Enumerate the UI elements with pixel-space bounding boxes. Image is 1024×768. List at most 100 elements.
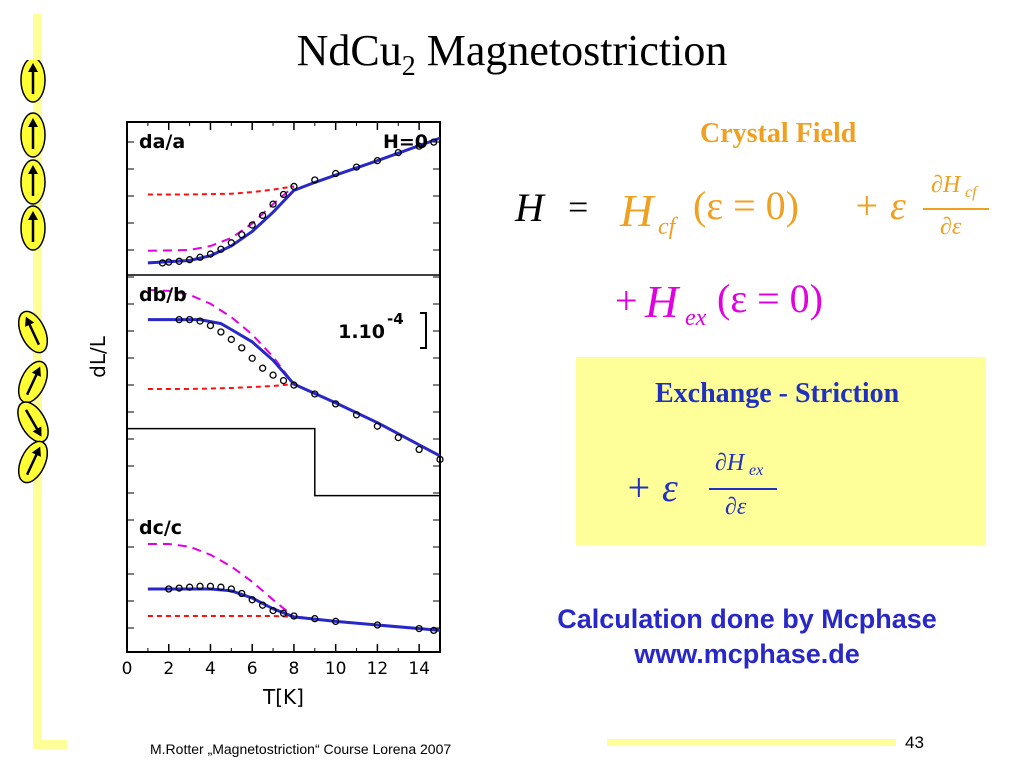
ex-plus-eps: + ε <box>625 465 678 510</box>
measured-data-point <box>430 138 438 146</box>
measured-data-point <box>217 583 225 591</box>
calculation-note: Calculation done by Mcphase www.mcphase.… <box>497 602 997 672</box>
measured-data-point <box>227 585 235 593</box>
measured-data-point <box>436 455 444 464</box>
measured-data-point <box>290 381 298 389</box>
measured-data-point <box>206 250 215 258</box>
spin-arrow-icon <box>20 112 46 158</box>
measured-data-point <box>269 200 277 208</box>
calculated-total-curve <box>147 318 441 458</box>
x-tick-label: 14 <box>408 659 430 679</box>
measured-data-point <box>352 163 361 171</box>
measured-data-point <box>196 317 204 325</box>
measured-data-point <box>175 315 183 324</box>
measured-data-point <box>196 253 204 261</box>
panel-step-line <box>127 427 440 497</box>
x-axis-label: T[K] <box>262 685 304 709</box>
x-tick-label: 6 <box>247 659 258 679</box>
x-tick-label: 4 <box>205 659 216 679</box>
measured-data-point <box>206 321 215 330</box>
panel-label: dc/c <box>139 517 182 539</box>
crystal-field-curve <box>147 383 294 390</box>
exchange-striction-label: Exchange - Striction <box>655 378 900 409</box>
measured-data-point <box>311 390 319 398</box>
measured-data-point <box>196 582 204 590</box>
spin-arrow-icon <box>17 310 49 354</box>
measured-data-point <box>373 621 382 629</box>
scale-bar-exponent: -4 <box>387 310 404 328</box>
measured-data-point <box>269 606 277 615</box>
fraction-bar <box>923 208 989 210</box>
measured-data-point <box>238 231 246 239</box>
measured-data-point <box>311 615 319 623</box>
measured-data-point <box>279 376 288 385</box>
measured-data-point <box>394 148 402 157</box>
measured-data-point <box>258 364 267 372</box>
panel-label: da/a <box>139 131 185 153</box>
chart-frame <box>126 121 441 653</box>
crystal-field-curve <box>147 185 295 196</box>
measured-data-point <box>238 344 246 352</box>
spin-arrow-icon <box>17 401 49 443</box>
ex-num: ∂H <box>715 450 745 476</box>
equation-dhcf-den: ∂ε <box>940 214 962 240</box>
measured-data-point <box>175 257 183 265</box>
measured-data-point <box>175 584 183 592</box>
measured-data-point <box>311 176 319 184</box>
measured-data-point <box>269 371 277 379</box>
hamiltonian-equation: H = H cf (ε = 0) + ε ∂H cf ∂ε <box>515 172 1015 250</box>
spin-arrow-icon <box>20 205 46 251</box>
equation-arg: (ε = 0) <box>693 183 799 228</box>
panel-label: db/b <box>139 284 187 306</box>
measured-data-point <box>332 169 340 178</box>
decorative-bottom-right-bar <box>607 739 896 746</box>
measured-data-point <box>394 433 402 442</box>
footer-credit: M.Rotter „Magnetostriction“ Course Loren… <box>150 741 452 757</box>
measured-data-point <box>227 335 235 344</box>
ex-fraction-bar <box>709 488 777 490</box>
measured-data-point <box>279 609 288 617</box>
equation-hcf-sub: cf <box>658 214 676 240</box>
scale-bar-label: 1.10 <box>338 321 385 343</box>
ex-num-sub: ex <box>749 462 764 479</box>
measured-data-point <box>290 612 298 620</box>
equation-plus: + <box>615 278 638 323</box>
measured-data-point <box>206 582 215 590</box>
measured-data-point <box>373 422 382 430</box>
calculation-link[interactable]: www.mcphase.de <box>634 639 860 669</box>
calculated-total-curve <box>147 136 441 265</box>
measured-data-point <box>248 354 256 362</box>
exchange-curve <box>147 185 295 252</box>
measured-data-point <box>279 190 288 199</box>
measured-data-point <box>290 182 298 191</box>
page-number: 43 <box>905 733 924 752</box>
y-axis-label: dL/L <box>86 335 110 378</box>
measured-data-point <box>430 626 438 635</box>
measured-data-point <box>185 315 194 324</box>
measured-data-point <box>415 445 423 454</box>
equation-equals: = <box>568 187 589 227</box>
measured-data-point <box>415 142 423 150</box>
measured-data-point <box>373 157 382 165</box>
equation-hcf: H <box>620 185 654 236</box>
spin-arrow-icon <box>17 440 49 484</box>
equation-H: H <box>515 185 544 230</box>
calculation-line-1: Calculation done by Mcphase <box>557 604 937 634</box>
x-tick-label: 2 <box>163 659 174 679</box>
measured-data-point <box>227 239 235 247</box>
x-tick-label: 0 <box>122 659 133 679</box>
measured-data-point <box>352 411 361 419</box>
measured-data-point <box>248 221 256 229</box>
spin-arrow-icon <box>20 60 46 103</box>
spin-arrow-icon <box>20 159 46 205</box>
measured-data-point <box>165 585 173 593</box>
magnetostriction-chart: 0 2 4 6 8 10 12 14 T[K] dL/L da/a H=0 db/b dc/c 1.10-4 <box>86 121 444 709</box>
measured-data-point <box>185 256 194 264</box>
exchange-striction-box <box>576 357 986 545</box>
measured-data-point <box>332 400 340 408</box>
x-tick-label: 10 <box>325 659 347 679</box>
crystal-field-curve <box>147 615 294 618</box>
panel-annotation: H=0 <box>383 131 428 153</box>
equation-dhcf-sub: cf <box>965 184 977 201</box>
equation-hex: H <box>645 276 679 327</box>
